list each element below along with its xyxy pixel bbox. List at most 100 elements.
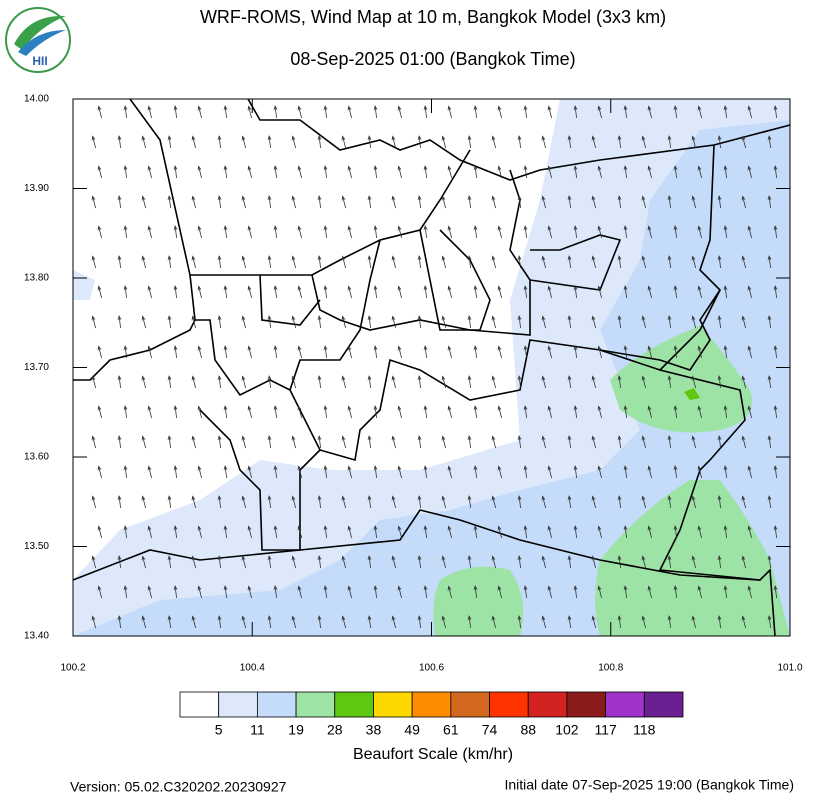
wind-arrow (523, 165, 528, 179)
wind-arrow (673, 165, 678, 179)
wind-arrow (197, 405, 202, 419)
wind-arrow (623, 285, 628, 299)
wind-arrow (147, 345, 152, 359)
wind-arrow (591, 555, 596, 569)
wind-arrow (567, 375, 572, 389)
wind-arrow (747, 225, 752, 239)
wind-arrow (523, 465, 528, 479)
x-tick-label: 100.8 (598, 663, 623, 674)
wind-arrow (323, 525, 328, 539)
wind-arrow (447, 465, 452, 479)
wind-arrow (747, 285, 752, 299)
wind-arrow (573, 225, 578, 239)
wind-arrow (741, 495, 746, 509)
wind-arrow (323, 105, 328, 119)
wind-arrow (767, 255, 772, 269)
wind-arrow (723, 345, 728, 359)
wind-arrow (667, 495, 672, 509)
wind-arrow (623, 585, 628, 599)
wind-arrow (247, 405, 252, 419)
wind-arrow (167, 375, 172, 389)
wind-arrow (173, 225, 178, 239)
wind-arrow (267, 255, 272, 269)
wind-arrow (341, 615, 346, 629)
wind-arrow (467, 255, 472, 269)
wind-arrow (517, 255, 522, 269)
wind-arrow (391, 315, 396, 329)
wind-arrow (647, 585, 652, 599)
wind-arrow (597, 225, 602, 239)
wind-arrow (147, 465, 152, 479)
wind-arrow (317, 615, 322, 629)
wind-arrow (167, 435, 172, 449)
wind-arrow (591, 255, 596, 269)
wind-arrow (91, 375, 96, 389)
wind-arrow (117, 195, 122, 209)
wind-arrow (267, 135, 272, 149)
wind-arrow (173, 285, 178, 299)
wind-arrow (147, 105, 152, 119)
wind-arrow (117, 255, 122, 269)
wind-arrow (597, 525, 602, 539)
wind-arrow (441, 495, 446, 509)
wind-arrow (597, 285, 602, 299)
wind-arrow (297, 465, 302, 479)
wind-arrow (417, 255, 422, 269)
wind-arrow (167, 495, 172, 509)
wind-arrow (273, 105, 278, 119)
wind-arrow (747, 525, 752, 539)
wind-arrow (447, 345, 452, 359)
wind-arrow (191, 135, 196, 149)
wind-arrow (367, 255, 372, 269)
wind-arrow (241, 135, 246, 149)
wind-arrow (267, 315, 272, 329)
wind-arrow (147, 225, 152, 239)
wind-arrow (467, 135, 472, 149)
wind-arrow (447, 105, 452, 119)
wind-arrow (217, 495, 222, 509)
wind-arrow (297, 285, 302, 299)
y-tick-label: 13.60 (24, 452, 49, 463)
wind-arrow (373, 465, 378, 479)
wind-arrow (267, 195, 272, 209)
wind-arrow (141, 555, 146, 569)
wind-arrow (147, 285, 152, 299)
wind-arrow (647, 225, 652, 239)
wind-arrow (691, 195, 696, 209)
wind-arrow (641, 435, 646, 449)
wind-arrow (623, 165, 628, 179)
wind-arrow (391, 615, 396, 629)
wind-arrow (123, 465, 128, 479)
wind-arrow (373, 585, 378, 599)
wind-arrow (691, 255, 696, 269)
wind-arrow (667, 135, 672, 149)
wind-arrow (167, 555, 172, 569)
wind-arrow (723, 465, 728, 479)
wind-arrow (641, 555, 646, 569)
wind-arrow (673, 225, 678, 239)
wind-arrow (241, 615, 246, 629)
wind-arrow (541, 495, 546, 509)
wind-arrow (397, 165, 402, 179)
wind-arrow (423, 525, 428, 539)
wind-arrow (291, 495, 296, 509)
wind-arrow (517, 435, 522, 449)
wind-arrow (617, 495, 622, 509)
wind-arrow (391, 495, 396, 509)
wind-arrow (591, 495, 596, 509)
wind-arrow (723, 525, 728, 539)
wind-arrow (591, 375, 596, 389)
wind-arrow (473, 225, 478, 239)
wind-arrow (197, 585, 202, 599)
map-title: WRF-ROMS, Wind Map at 10 m, Bangkok Mode… (200, 7, 666, 27)
wind-arrow (691, 615, 696, 629)
x-tick-label: 100.4 (240, 663, 265, 674)
wind-arrow (673, 465, 678, 479)
wind-arrow (223, 345, 228, 359)
wind-arrow (97, 465, 102, 479)
wind-arrow (191, 435, 196, 449)
wind-arrow (567, 195, 572, 209)
wind-arrow (91, 555, 96, 569)
wind-arrow (673, 405, 678, 419)
wind-arrow (167, 255, 172, 269)
